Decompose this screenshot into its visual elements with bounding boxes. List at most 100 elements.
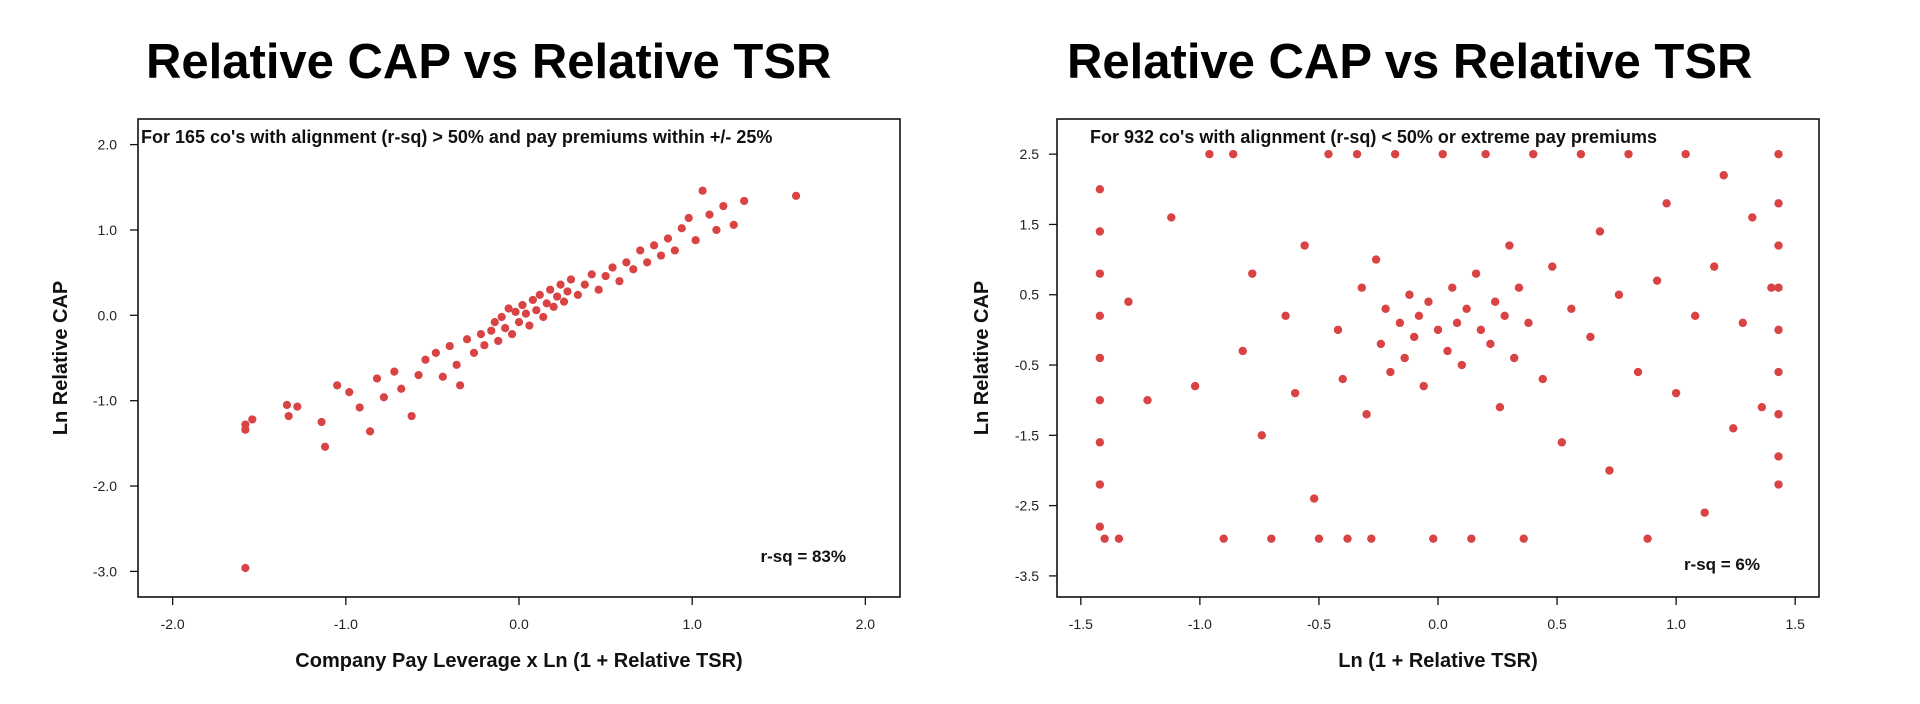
left-chart-annotation: For 165 co's with alignment (r-sq) > 50%… <box>141 127 772 147</box>
scatter-point <box>1710 262 1719 271</box>
left-scatter-chart: Relative CAP vs Relative TSR For 165 co'… <box>50 35 901 672</box>
scatter-point <box>1124 297 1133 306</box>
scatter-point <box>407 411 416 421</box>
scatter-point <box>1095 269 1105 278</box>
scatter-point <box>1748 213 1757 222</box>
scatter-point <box>1510 353 1519 363</box>
scatter-point <box>1690 311 1700 321</box>
scatter-point <box>1367 534 1376 543</box>
left-plot-area <box>137 118 901 598</box>
scatter-point <box>594 285 603 294</box>
scatter-point <box>1248 269 1257 278</box>
x-tick-label: 1.5 <box>1785 616 1805 632</box>
scatter-point <box>476 330 485 339</box>
scatter-point <box>497 312 506 322</box>
scatter-point <box>1505 241 1514 250</box>
left-x-axis-label: Company Pay Leverage x Ln (1 + Relative … <box>295 650 742 672</box>
scatter-point <box>445 341 454 351</box>
y-tick-label: 1.5 <box>1020 216 1040 232</box>
scatter-point <box>293 402 302 411</box>
scatter-point <box>1338 374 1347 384</box>
scatter-point <box>1267 534 1276 543</box>
scatter-point <box>608 263 617 272</box>
scatter-point <box>1757 403 1767 412</box>
scatter-point <box>1324 149 1333 159</box>
scatter-point <box>1114 534 1124 543</box>
scatter-point <box>1290 388 1300 398</box>
scatter-point <box>1614 290 1624 299</box>
scatter-point <box>1624 149 1633 159</box>
scatter-point <box>705 210 714 219</box>
right-scatter-chart: Relative CAP vs Relative TSR For 932 co'… <box>971 35 1820 672</box>
scatter-point <box>719 201 728 211</box>
scatter-point <box>1671 388 1681 398</box>
scatter-point <box>698 186 707 195</box>
scatter-point <box>1229 149 1238 159</box>
y-tick-label: -1.0 <box>93 393 117 409</box>
scatter-point <box>390 367 399 376</box>
scatter-point <box>317 417 326 427</box>
scatter-point <box>1095 438 1105 447</box>
scatter-point <box>566 275 576 284</box>
scatter-point <box>539 312 548 322</box>
x-tick-label: 0.5 <box>1547 616 1567 632</box>
scatter-point <box>1700 508 1709 517</box>
scatter-point <box>1424 297 1433 306</box>
scatter-point <box>1662 199 1671 208</box>
scatter-point <box>1352 149 1362 159</box>
scatter-point <box>1633 367 1643 377</box>
x-tick-label: 1.0 <box>682 616 702 632</box>
scatter-point <box>494 336 503 346</box>
scatter-point <box>1443 346 1452 356</box>
scatter-point <box>438 372 447 381</box>
scatter-point <box>1409 332 1419 342</box>
scatter-point <box>1738 318 1748 328</box>
scatter-point <box>549 302 558 311</box>
scatter-point <box>1774 149 1783 159</box>
scatter-point <box>1500 311 1509 321</box>
left-y-axis-label: Ln Relative CAP <box>50 281 72 435</box>
y-tick-label: -3.5 <box>1015 568 1039 584</box>
scatter-point <box>1457 360 1467 370</box>
scatter-point <box>1681 149 1690 159</box>
scatter-point <box>1490 297 1500 306</box>
scatter-point <box>1548 262 1557 271</box>
x-tick-label: 1.0 <box>1666 616 1686 632</box>
scatter-point <box>663 234 673 243</box>
scatter-point <box>1774 410 1783 419</box>
scatter-point <box>656 251 666 260</box>
right-chart-annotation: For 932 co's with alignment (r-sq) < 50%… <box>1090 127 1657 147</box>
scatter-point <box>1095 480 1105 489</box>
scatter-point <box>1395 318 1405 328</box>
x-tick-label: -2.0 <box>161 616 185 632</box>
scatter-point <box>1576 149 1586 159</box>
right-axis-ticks: -1.5 -1.0 -0.5 0.0 0.5 1.0 1.5 2.5 1.5 0.5 -0.5 -1.… <box>1015 146 1805 632</box>
scatter-point <box>649 241 659 250</box>
x-tick-label: 0.0 <box>1428 616 1448 632</box>
scatter-point <box>1095 311 1105 321</box>
scatter-point <box>355 403 364 412</box>
scatter-point <box>1471 269 1481 278</box>
scatter-point <box>1300 241 1309 250</box>
scatter-point <box>1371 255 1381 264</box>
scatter-point <box>615 277 624 286</box>
y-tick-label: -3.0 <box>93 563 117 579</box>
scatter-point <box>1257 431 1266 440</box>
scatter-point <box>320 442 330 451</box>
left-chart-title: Relative CAP vs Relative TSR <box>146 35 831 89</box>
scatter-point <box>511 307 520 317</box>
scatter-point <box>691 236 700 245</box>
scatter-point <box>1390 149 1400 159</box>
scatter-point <box>372 374 382 383</box>
scatter-point <box>1095 395 1105 405</box>
scatter-point <box>729 220 738 229</box>
scatter-point <box>507 330 517 339</box>
left-r-squared-label: r-sq = 83% <box>760 547 846 566</box>
right-x-axis-label: Ln (1 + Relative TSR) <box>1338 650 1538 672</box>
right-r-squared-label: r-sq = 6% <box>1684 555 1760 574</box>
y-tick-label: -2.5 <box>1015 498 1039 514</box>
scatter-point <box>580 280 589 289</box>
scatter-point <box>1557 438 1567 447</box>
scatter-point <box>452 360 461 369</box>
